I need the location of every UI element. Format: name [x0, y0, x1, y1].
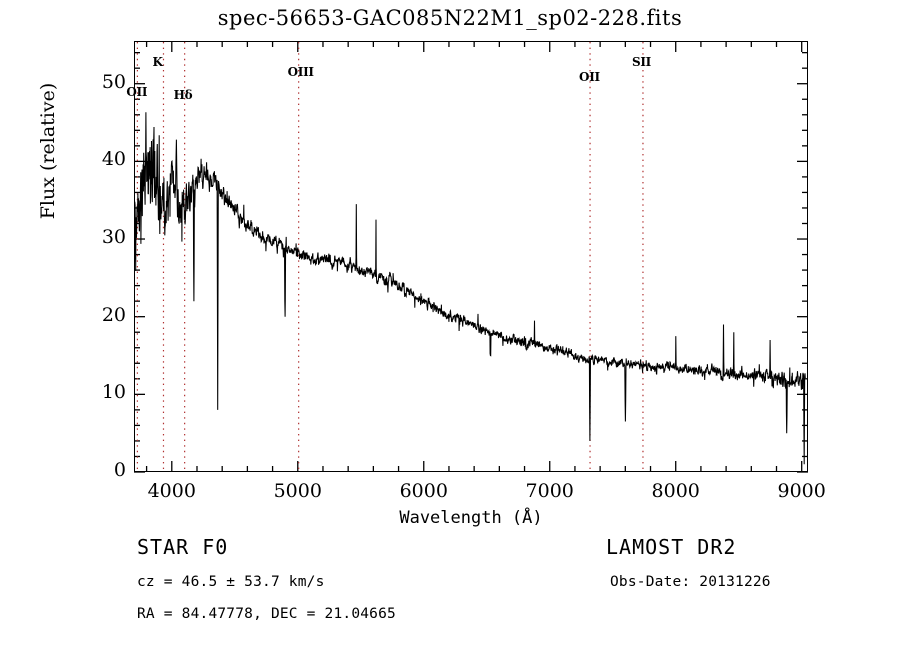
y-tick-label: 50 — [101, 70, 126, 93]
page-title: spec-56653-GAC085N22M1_sp02-228.fits — [217, 6, 683, 30]
redshift-velocity: cz = 46.5 ± 53.7 km/s — [137, 574, 325, 590]
line-marker-label-sii: SII — [631, 55, 651, 69]
line-marker-label-oii: OII — [126, 85, 148, 99]
line-marker-label-hδ: Hδ — [173, 88, 193, 102]
x-tick-label: 8000 — [651, 480, 700, 502]
obs-date: Obs-Date: 20131226 — [610, 574, 771, 590]
x-tick-label: 7000 — [525, 480, 574, 502]
y-tick-label: 10 — [101, 381, 126, 404]
line-marker-label-oii: OII — [579, 70, 600, 84]
object-class: STAR F0 — [137, 535, 229, 559]
x-tick-label: 6000 — [399, 480, 448, 502]
x-tick-label: 5000 — [273, 480, 322, 502]
line-marker-label-oiii: OIII — [287, 65, 314, 79]
coordinates: RA = 84.47778, DEC = 21.04665 — [137, 606, 396, 622]
x-tick-label: 4000 — [147, 480, 196, 502]
x-tick-label: 9000 — [777, 480, 826, 502]
line-marker-label-k: K — [152, 55, 163, 69]
y-tick-label: 30 — [101, 226, 126, 249]
survey-label: LAMOST DR2 — [606, 535, 737, 559]
x-axis-title: Wavelength (Å) — [399, 508, 543, 528]
y-axis-title: Flux (relative) — [37, 82, 59, 220]
y-tick-label: 40 — [101, 148, 126, 171]
plot-frame — [134, 41, 808, 472]
y-tick-label: 20 — [101, 303, 126, 326]
y-tick-label: 0 — [113, 459, 126, 481]
